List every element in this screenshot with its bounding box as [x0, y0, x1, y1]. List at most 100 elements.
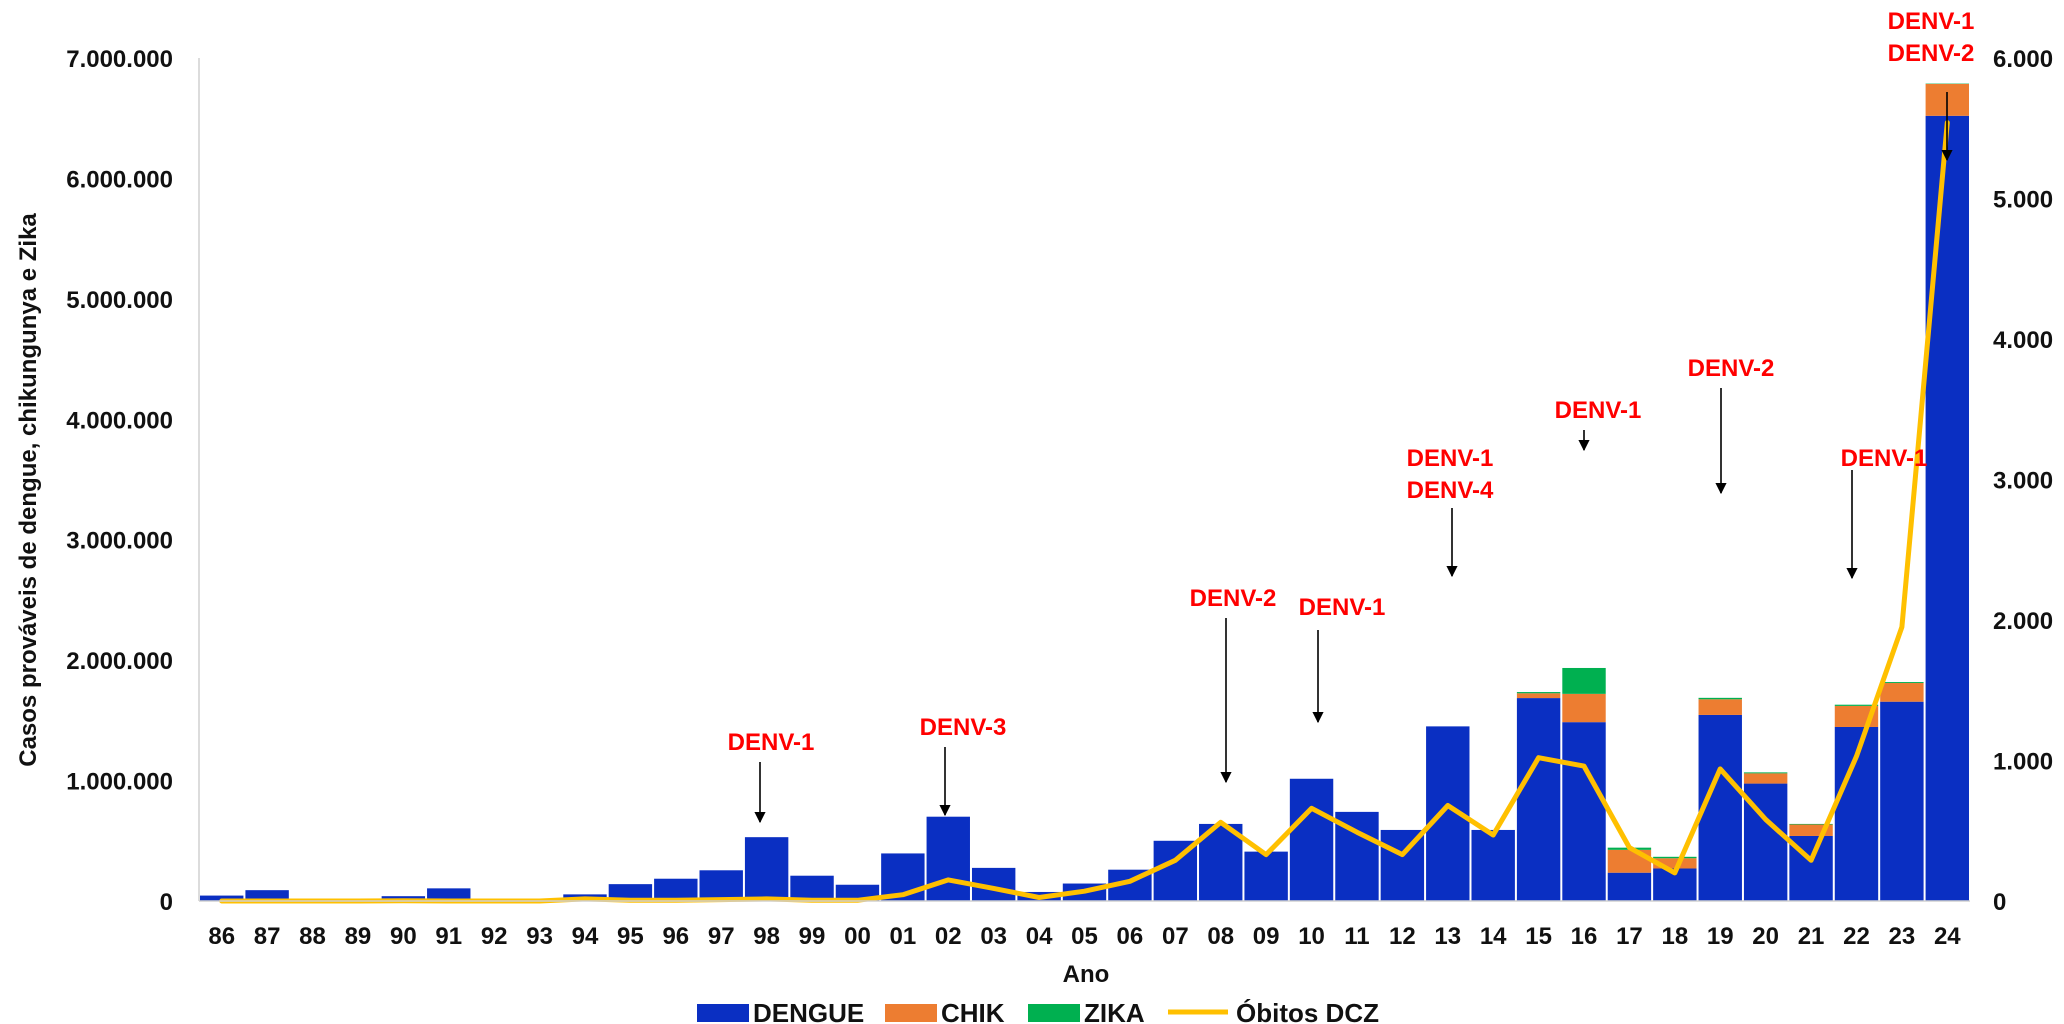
x-tick-label: 05	[1071, 923, 1098, 950]
x-tick-label: 95	[617, 923, 644, 950]
bar-chik-18	[1653, 858, 1697, 869]
y-tick-label: 7.000.000	[66, 46, 173, 73]
annotation-label-02: DENV-3	[920, 714, 1007, 741]
bar-chik-20	[1743, 773, 1788, 784]
x-tick-label: 90	[390, 923, 417, 950]
x-tick-label: 19	[1707, 923, 1734, 950]
legend: DENGUE CHIK ZIKA Óbitos DCZ	[697, 998, 1379, 1024]
bar-dengue-98	[744, 837, 789, 901]
bar-dengue-24	[1925, 115, 1969, 901]
x-tick-label: 24	[1934, 923, 1961, 950]
x-tick-label: 88	[299, 923, 326, 950]
x-tick-label: 94	[572, 923, 599, 950]
y-tick-label: 2.000.000	[66, 648, 173, 675]
x-tick-label: 89	[345, 923, 372, 950]
annotation-label-13: DENV-4	[1407, 477, 1494, 504]
bar-zika-18	[1653, 856, 1697, 859]
x-tick-label: 87	[254, 923, 281, 950]
y-axis-right: 0 1.000 2.000 3.000 4.000 5.000 6.000	[1993, 46, 2053, 916]
x-tick-label: 03	[980, 923, 1007, 950]
legend-swatch-zika	[1028, 1004, 1080, 1022]
bar-dengue-91	[427, 888, 471, 901]
x-tick-label: 93	[526, 923, 553, 950]
annotation-label-98: DENV-1	[728, 729, 815, 756]
x-tick-label: 21	[1798, 923, 1825, 950]
y2-tick-label: 3.000	[1993, 468, 2053, 495]
x-tick-label: 99	[799, 923, 826, 950]
bar-dengue-09	[1244, 851, 1288, 901]
bar-zika-23	[1880, 682, 1924, 684]
bar-dengue-16	[1562, 722, 1606, 901]
bar-chik-21	[1789, 824, 1833, 836]
y-tick-label: 3.000.000	[66, 528, 173, 555]
annotation-label-24: DENV-2	[1888, 40, 1975, 67]
deaths-line-layer	[219, 120, 1950, 904]
x-tick-label: 97	[708, 923, 735, 950]
bar-chik-23	[1880, 683, 1924, 702]
y-tick-label: 0	[160, 889, 173, 916]
x-tick-label: 10	[1298, 923, 1325, 950]
x-axis: 86 87 88 89 90 91 92 93 94 95 96 97 98 99 00 01 02 03 04 05…	[199, 900, 1970, 950]
annotation-label-22: DENV-1	[1841, 445, 1928, 472]
legend-swatch-dengue	[697, 1004, 749, 1022]
y2-tick-label: 2.000	[1993, 608, 2053, 635]
bar-chik-16	[1562, 693, 1606, 723]
bars-layer	[200, 83, 1969, 901]
x-tick-label: 16	[1571, 923, 1598, 950]
legend-label: DENGUE	[753, 998, 864, 1024]
bar-dengue-14	[1471, 829, 1515, 901]
x-tick-label: 02	[935, 923, 962, 950]
bar-dengue-97	[699, 870, 743, 901]
x-tick-label: 06	[1117, 923, 1144, 950]
x-tick-label: 13	[1434, 923, 1461, 950]
bar-dengue-10	[1289, 778, 1334, 901]
y2-tick-label: 0	[1993, 889, 2006, 916]
x-tick-label: 98	[753, 923, 780, 950]
bar-dengue-95	[608, 884, 653, 901]
x-tick-label: 01	[890, 923, 917, 950]
y2-tick-label: 6.000	[1993, 46, 2053, 73]
bar-dengue-02	[926, 816, 970, 901]
y-axis-left: 0 1.000.000 2.000.000 3.000.000 4.000.000 5.0…	[66, 46, 200, 916]
x-axis-title: Ano	[1063, 961, 1110, 988]
legend-label: CHIK	[941, 998, 1005, 1024]
bar-dengue-23	[1880, 701, 1924, 901]
x-tick-label: 22	[1843, 923, 1870, 950]
bar-zika-21	[1789, 823, 1833, 825]
x-tick-label: 18	[1661, 923, 1688, 950]
y-tick-label: 5.000.000	[66, 287, 173, 314]
y-tick-label: 4.000.000	[66, 407, 173, 434]
annotation-label-10: DENV-1	[1299, 594, 1386, 621]
annotation-label-16: DENV-1	[1555, 397, 1642, 424]
x-tick-label: 11	[1344, 923, 1369, 950]
x-tick-label: 00	[844, 923, 871, 950]
bar-zika-22	[1834, 704, 1879, 706]
x-tick-label: 92	[481, 923, 508, 950]
bar-chik-15	[1516, 693, 1561, 699]
legend-label: Óbitos DCZ	[1236, 998, 1379, 1024]
x-tick-label: 91	[435, 923, 462, 950]
x-tick-label: 17	[1616, 923, 1643, 950]
line-obitos-dcz	[219, 120, 1950, 904]
annotation-label-08: DENV-2	[1190, 585, 1277, 612]
y-axis-title: Casos prováveis de dengue, chikungunya e…	[15, 213, 42, 767]
y2-tick-label: 4.000	[1993, 327, 2053, 354]
annotation-label-24: DENV-1	[1888, 8, 1975, 35]
x-tick-label: 08	[1207, 923, 1234, 950]
bar-dengue-96	[654, 878, 698, 901]
bar-dengue-15	[1516, 698, 1561, 901]
bar-dengue-17	[1607, 872, 1652, 901]
bar-chik-19	[1698, 699, 1742, 715]
bar-zika-16	[1562, 667, 1606, 694]
legend-label: ZIKA	[1084, 998, 1145, 1024]
y2-tick-label: 5.000	[1993, 187, 2053, 214]
y-tick-label: 6.000.000	[66, 166, 173, 193]
x-tick-label: 15	[1525, 923, 1552, 950]
bar-dengue-86	[200, 895, 244, 901]
x-tick-label: 04	[1026, 923, 1053, 950]
x-tick-label: 12	[1389, 923, 1416, 950]
annotation-label-19: DENV-2	[1688, 355, 1775, 382]
annotations-layer: DENV-1 DENV-3 DENV-2 DENV-1 DENV-1 DENV-4 DENV…	[728, 8, 1975, 824]
annotation-label-13: DENV-1	[1407, 445, 1494, 472]
